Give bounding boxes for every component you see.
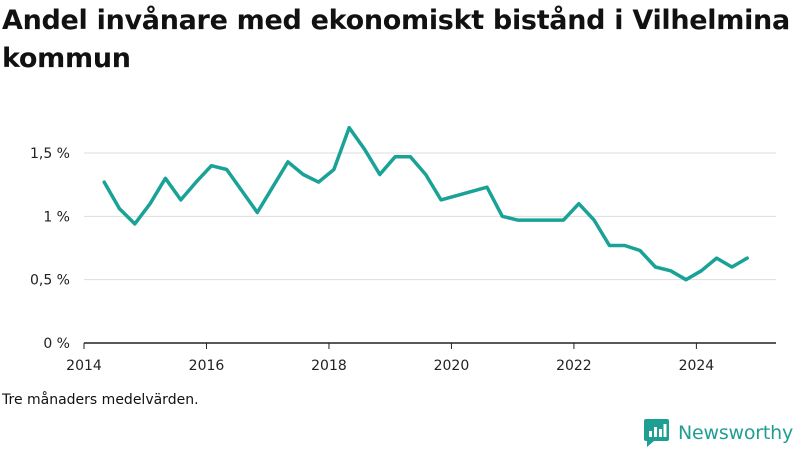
y-tick-label: 0,5 % xyxy=(30,273,70,289)
grid-lines xyxy=(84,152,776,281)
series-layer xyxy=(102,125,749,282)
brand-name: Newsworthy xyxy=(678,422,794,444)
x-tick-label: 2020 xyxy=(434,358,470,374)
y-tick-label: 1,5 % xyxy=(30,146,70,162)
x-tick-label: 2018 xyxy=(311,358,347,374)
x-tick-label: 2024 xyxy=(679,358,715,374)
series-line xyxy=(102,125,749,282)
newsworthy-logo-icon xyxy=(644,419,669,447)
y-tick-label: 0 % xyxy=(43,336,70,352)
x-axis-labels: 2014 2016 2018 2020 2022 2024 xyxy=(66,358,714,374)
page-title: Andel invånare med ekonomiskt bistånd i … xyxy=(2,5,790,74)
x-tick-label: 2014 xyxy=(66,358,102,374)
x-tick-label: 2016 xyxy=(189,358,225,374)
x-tick-label: 2022 xyxy=(556,358,592,374)
chart-caption: Tre månaders medelvärden. xyxy=(2,392,199,408)
newsworthy-brand: Newsworthy xyxy=(643,418,793,448)
x-axis xyxy=(83,342,776,349)
y-tick-label: 1 % xyxy=(43,209,70,225)
y-axis-labels: 0 % 0,5 % 1 % 1,5 % xyxy=(30,146,70,352)
